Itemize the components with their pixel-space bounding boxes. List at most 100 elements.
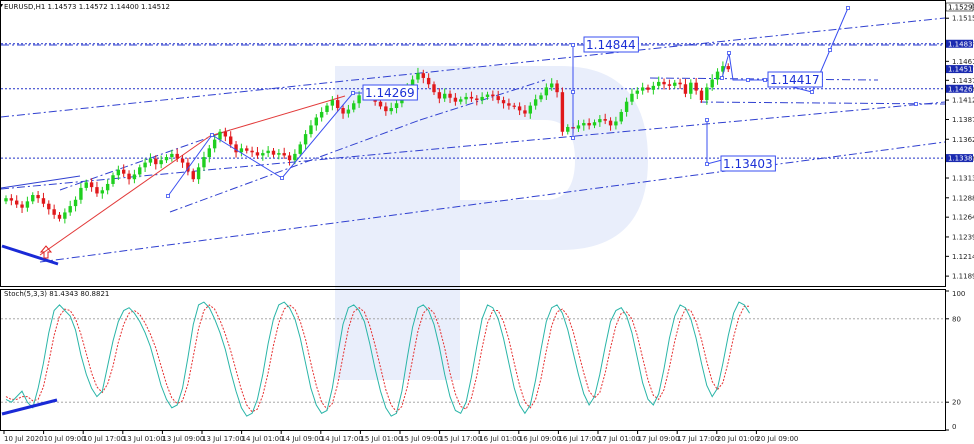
stoch-tick-label: 0 [952, 423, 956, 431]
candle-body-bull [651, 85, 656, 90]
candle-body-bear [560, 92, 565, 132]
candle-body-bull [100, 190, 104, 194]
candle-body-bull [346, 109, 351, 114]
candle-body-bear [191, 171, 195, 180]
candle-body-bull [389, 108, 393, 112]
wave-node [914, 102, 918, 106]
candle-body-bull [298, 144, 302, 154]
candle-body-bull [4, 198, 8, 202]
candle-body-bear [667, 84, 672, 86]
candle-body-bull [528, 105, 532, 114]
candle-body-bear [127, 173, 131, 180]
candle-body-bull [325, 105, 329, 112]
candle-body-bull [138, 167, 142, 175]
candle-body-bull [619, 111, 623, 122]
time-tick-label: 16 Jul 09:00 [519, 435, 561, 443]
candle-body-bull [261, 153, 265, 156]
candle-body-bear [186, 162, 190, 172]
price-label: 1.14269 [365, 86, 415, 100]
wave-node [166, 194, 170, 198]
candle-body-bull [459, 99, 463, 102]
wave-node [571, 136, 575, 140]
candle-body-bear [47, 203, 51, 210]
price-tag-box [946, 154, 973, 163]
candle-body-bear [683, 84, 688, 94]
candle-body-bear [491, 94, 495, 97]
candle-body-bear [421, 73, 425, 78]
candle-body-bull [715, 71, 720, 80]
price-tag-box [946, 39, 973, 48]
candle-body-bull [148, 158, 153, 163]
candle-body-bull [132, 174, 137, 180]
candle-body-bull [576, 125, 581, 129]
candle-body-bull [410, 79, 415, 86]
time-tick-label: 17 Jul 17:00 [677, 435, 719, 443]
trend-line [59, 129, 231, 191]
chart-title: EURUSD,H1 1.14573 1.14572 1.14400 1.1451… [4, 3, 170, 11]
time-tick-label: 13 Jul 01:00 [123, 435, 165, 443]
trend-line [209, 95, 346, 137]
candle-body-bear [41, 198, 46, 204]
candle-body-bull [582, 123, 586, 126]
candle-body-bear [507, 103, 511, 106]
candle-body-bull [673, 82, 677, 86]
candle-body-bear [223, 131, 228, 137]
candle-body-bull [31, 195, 35, 202]
time-tick-label: 16 Jul 01:00 [479, 435, 521, 443]
candle-body-bull [485, 94, 490, 97]
price-tag-label: 1.13387 [948, 155, 974, 163]
candles [4, 61, 730, 224]
candle-body-bull [592, 122, 597, 126]
candle-body-bear [122, 169, 126, 174]
candle-body-bear [448, 93, 452, 98]
candle-body-bear [255, 152, 260, 156]
wave-node [727, 51, 731, 55]
candle-body-bear [378, 101, 383, 107]
candle-body-bull [544, 87, 549, 96]
watermark-logo [335, 66, 648, 380]
candle-body-bull [550, 83, 554, 88]
trend-line [169, 119, 421, 213]
time-tick-label: 20 Jul 09:00 [756, 435, 798, 443]
time-tick-label: 14 Jul 09:00 [281, 435, 323, 443]
price-tag-box [946, 84, 973, 93]
candle-body-bear [9, 198, 14, 201]
stoch-signal-line [5, 304, 750, 413]
price-tag-label: 1.14832 [948, 40, 974, 48]
candle-body-bull [689, 82, 693, 94]
candle-body-bull [416, 73, 420, 80]
candle-body-bull [63, 212, 67, 219]
candle-body-bull [630, 93, 634, 102]
candle-body-bull [239, 148, 244, 153]
candle-body-bull [314, 117, 318, 126]
time-tick-label: 15 Jul 01:00 [360, 435, 402, 443]
candle-body-bull [73, 199, 78, 207]
price-label-box [720, 155, 776, 172]
price-tick-label: 1.13875 [952, 116, 974, 124]
price-tick-label: 1.13625 [952, 136, 974, 144]
price-tick-label: 1.14370 [952, 77, 974, 85]
candle-body-bear [52, 209, 56, 215]
wave-node [746, 78, 750, 82]
wave-node [828, 48, 832, 52]
candle-body-bull [657, 81, 661, 86]
candle-body-bear [175, 153, 179, 159]
price-label-box [583, 36, 639, 53]
candle-body-bull [143, 162, 147, 168]
time-tick-label: 16 Jul 17:00 [558, 435, 600, 443]
stoch-tick-label: 80 [952, 315, 961, 323]
candle-body-bear [432, 84, 436, 93]
price-tick-label: 1.14120 [952, 97, 974, 105]
price-tag-label: 1.14263 [948, 85, 974, 93]
time-tick-label: 10 Jul 17:00 [83, 435, 125, 443]
time-tick-label: 15 Jul 17:00 [440, 435, 482, 443]
candle-body-bull [480, 96, 484, 101]
candle-body-bear [555, 83, 559, 93]
stoch-tick-label: 100 [952, 290, 965, 298]
candle-body-bull [293, 153, 297, 161]
candle-body-bear [496, 96, 500, 101]
price-tick-label: 1.11895 [952, 273, 974, 281]
candle-body-bear [437, 92, 442, 99]
